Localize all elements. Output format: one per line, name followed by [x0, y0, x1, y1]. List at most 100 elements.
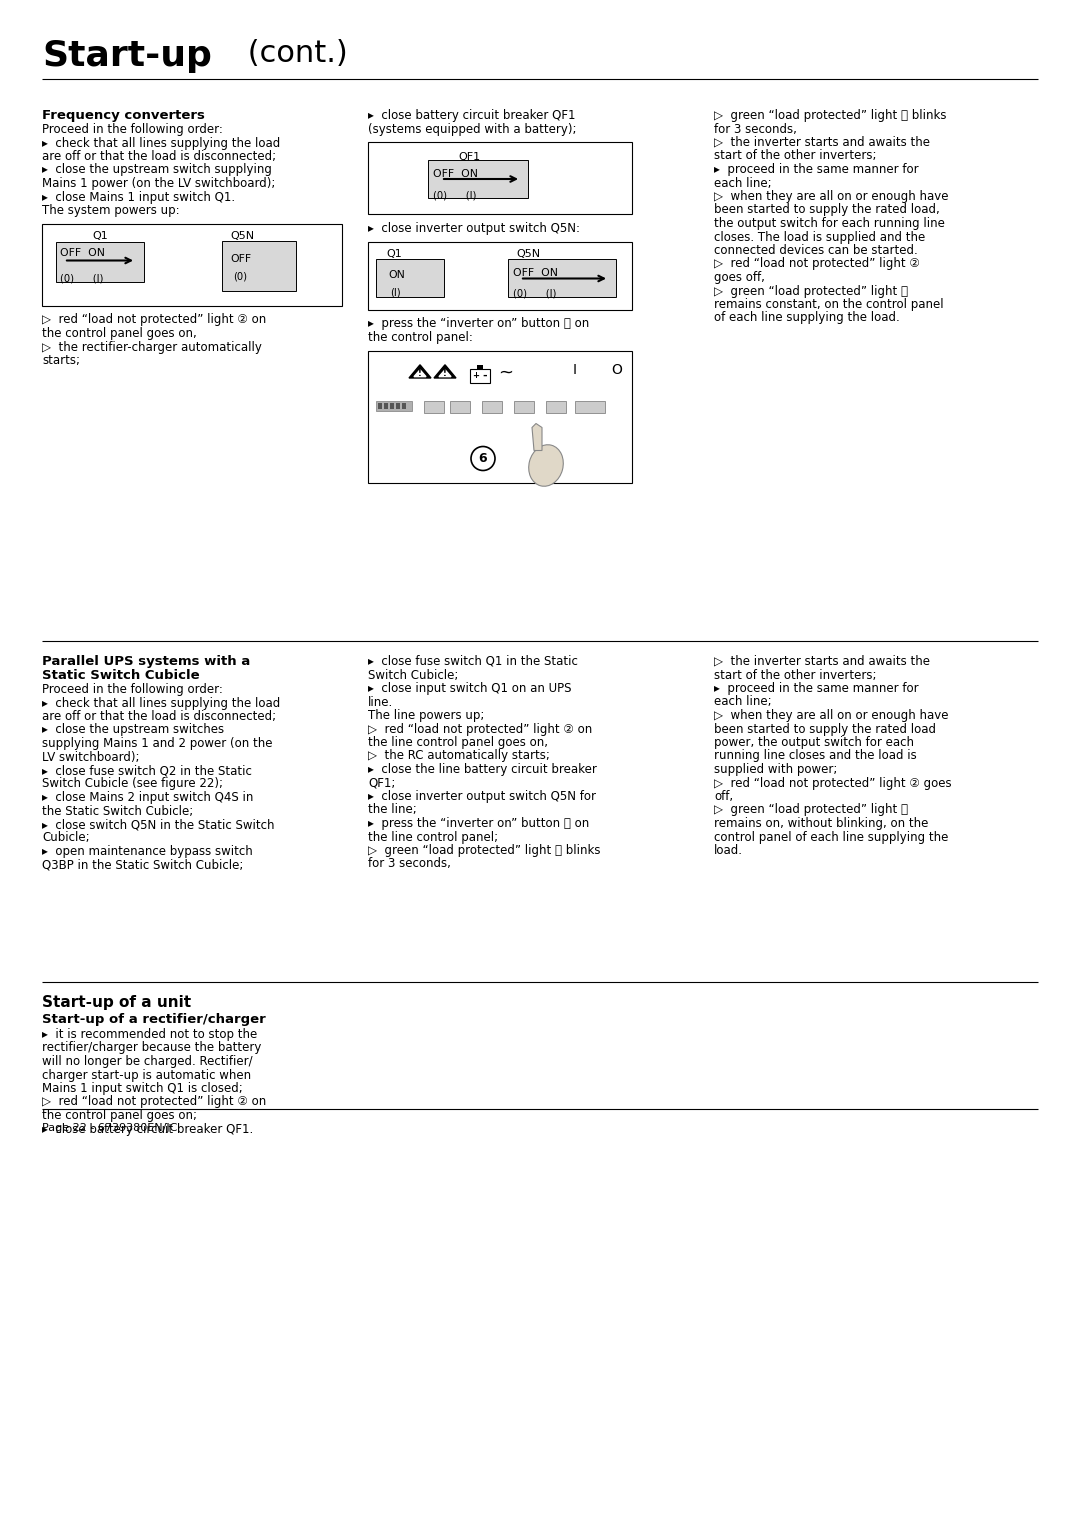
Text: been started to supply the rated load: been started to supply the rated load — [714, 722, 936, 736]
Text: power, the output switch for each: power, the output switch for each — [714, 736, 914, 750]
Text: ▷  the RC automatically starts;: ▷ the RC automatically starts; — [368, 750, 550, 762]
Text: QF1: QF1 — [458, 153, 481, 162]
Text: been started to supply the rated load,: been started to supply the rated load, — [714, 203, 940, 217]
Text: ▸  close input switch Q1 on an UPS: ▸ close input switch Q1 on an UPS — [368, 683, 571, 695]
Text: starts;: starts; — [42, 354, 80, 366]
Text: for 3 seconds,: for 3 seconds, — [714, 122, 797, 136]
Text: of each line supplying the load.: of each line supplying the load. — [714, 312, 900, 325]
Text: Q1: Q1 — [386, 249, 402, 260]
Text: the control panel goes on;: the control panel goes on; — [42, 1109, 197, 1122]
Bar — [390, 403, 394, 409]
Bar — [546, 400, 566, 412]
Text: ▸  close fuse switch Q2 in the Static: ▸ close fuse switch Q2 in the Static — [42, 764, 252, 777]
Text: The line powers up;: The line powers up; — [368, 709, 484, 722]
Text: for 3 seconds,: for 3 seconds, — [368, 858, 450, 870]
Bar — [508, 258, 616, 296]
Text: Proceed in the following order:: Proceed in the following order: — [42, 124, 222, 136]
Bar — [470, 368, 490, 382]
Text: OFF  ON: OFF ON — [513, 269, 558, 278]
Text: The system powers up:: The system powers up: — [42, 205, 179, 217]
Bar — [402, 403, 406, 409]
Text: ▷  when they are all on or enough have: ▷ when they are all on or enough have — [714, 189, 948, 203]
Text: (0)      (I): (0) (I) — [433, 189, 476, 200]
Polygon shape — [438, 370, 451, 377]
Text: Static Switch Cubicle: Static Switch Cubicle — [42, 669, 200, 683]
Text: each line;: each line; — [714, 695, 771, 709]
Text: Q5N: Q5N — [230, 231, 254, 240]
Text: ▸  close inverter output switch Q5N for: ▸ close inverter output switch Q5N for — [368, 789, 596, 803]
Text: (I): (I) — [390, 287, 401, 298]
Text: ▸  close Mains 2 input switch Q4S in: ▸ close Mains 2 input switch Q4S in — [42, 791, 254, 805]
Text: the output switch for each running line: the output switch for each running line — [714, 217, 945, 231]
Text: each line;: each line; — [714, 177, 771, 189]
Text: supplied with power;: supplied with power; — [714, 764, 837, 776]
Text: Parallel UPS systems with a: Parallel UPS systems with a — [42, 655, 251, 667]
Text: goes off,: goes off, — [714, 270, 765, 284]
Text: !: ! — [443, 370, 447, 379]
Text: Start-up of a unit: Start-up of a unit — [42, 996, 191, 1009]
Text: are off or that the load is disconnected;: are off or that the load is disconnected… — [42, 150, 276, 163]
Bar — [368, 142, 632, 214]
Bar — [396, 403, 400, 409]
Text: O: O — [611, 363, 622, 377]
Text: ▷  green “load protected” light ⓤ blinks: ▷ green “load protected” light ⓤ blinks — [714, 108, 946, 122]
Polygon shape — [434, 365, 456, 379]
Text: Start-up: Start-up — [42, 40, 212, 73]
Text: ▷  red “load not protected” light ② on: ▷ red “load not protected” light ② on — [42, 1095, 267, 1109]
Bar — [368, 351, 632, 483]
Text: connected devices can be started.: connected devices can be started. — [714, 244, 918, 257]
Text: ▷  red “load not protected” light ②: ▷ red “load not protected” light ② — [714, 258, 920, 270]
Bar — [514, 400, 534, 412]
Bar — [368, 241, 632, 310]
Text: (cont.): (cont.) — [238, 40, 348, 69]
Text: ▷  green “load protected” light ⓤ: ▷ green “load protected” light ⓤ — [714, 803, 908, 817]
Text: OFF  ON: OFF ON — [60, 249, 105, 258]
Ellipse shape — [529, 444, 564, 486]
Text: ▸  close switch Q5N in the Static Switch: ▸ close switch Q5N in the Static Switch — [42, 818, 274, 831]
Text: supplying Mains 1 and 2 power (on the: supplying Mains 1 and 2 power (on the — [42, 738, 272, 750]
Text: ▸  close the upstream switches: ▸ close the upstream switches — [42, 724, 225, 736]
Text: ▷  green “load protected” light ⓤ blinks: ▷ green “load protected” light ⓤ blinks — [368, 844, 600, 857]
Bar — [428, 160, 528, 199]
Text: ▸  close battery circuit breaker QF1.: ▸ close battery circuit breaker QF1. — [42, 1122, 253, 1136]
Text: ▸  proceed in the same manner for: ▸ proceed in the same manner for — [714, 163, 919, 176]
Text: rectifier/charger because the battery: rectifier/charger because the battery — [42, 1041, 261, 1055]
Bar — [477, 365, 483, 368]
Bar — [376, 258, 444, 296]
Bar — [424, 400, 444, 412]
Text: Q5N: Q5N — [516, 249, 540, 260]
Text: !: ! — [418, 370, 422, 379]
Text: -: - — [482, 371, 487, 380]
Bar — [575, 400, 605, 412]
Text: off,: off, — [714, 789, 733, 803]
Text: LV switchboard);: LV switchboard); — [42, 750, 139, 764]
Text: OFF  ON: OFF ON — [433, 169, 478, 179]
Text: remains constant, on the control panel: remains constant, on the control panel — [714, 298, 944, 312]
Bar — [482, 400, 502, 412]
Text: ▷  the inverter starts and awaits the: ▷ the inverter starts and awaits the — [714, 655, 930, 667]
Text: start of the other inverters;: start of the other inverters; — [714, 150, 877, 162]
Text: OFF: OFF — [230, 253, 252, 264]
Text: QF1;: QF1; — [368, 777, 395, 789]
Text: control panel of each line supplying the: control panel of each line supplying the — [714, 831, 948, 843]
Text: Page 22 - 6739380EN/JC: Page 22 - 6739380EN/JC — [42, 1122, 177, 1133]
Text: the control panel goes on,: the control panel goes on, — [42, 327, 197, 341]
Text: the Static Switch Cubicle;: the Static Switch Cubicle; — [42, 805, 193, 817]
Text: Switch Cubicle;: Switch Cubicle; — [368, 669, 458, 681]
Text: Cubicle;: Cubicle; — [42, 832, 90, 844]
Text: the control panel:: the control panel: — [368, 331, 473, 344]
Text: ▸  press the “inverter on” button ⓕ on: ▸ press the “inverter on” button ⓕ on — [368, 318, 590, 330]
Text: ▷  red “load not protected” light ② on: ▷ red “load not protected” light ② on — [42, 313, 267, 327]
Text: ▸  close battery circuit breaker QF1: ▸ close battery circuit breaker QF1 — [368, 108, 576, 122]
Text: Mains 1 input switch Q1 is closed;: Mains 1 input switch Q1 is closed; — [42, 1083, 243, 1095]
Text: the line;: the line; — [368, 803, 417, 817]
Text: ▸  close the upstream switch supplying: ▸ close the upstream switch supplying — [42, 163, 272, 177]
Text: ▷  the rectifier-charger automatically: ▷ the rectifier-charger automatically — [42, 341, 261, 353]
Text: ▸  it is recommended not to stop the: ▸ it is recommended not to stop the — [42, 1028, 257, 1041]
Text: are off or that the load is disconnected;: are off or that the load is disconnected… — [42, 710, 276, 722]
Text: Switch Cubicle (see figure 22);: Switch Cubicle (see figure 22); — [42, 777, 222, 791]
Text: ▷  when they are all on or enough have: ▷ when they are all on or enough have — [714, 709, 948, 722]
Text: line.: line. — [368, 695, 393, 709]
Text: I: I — [573, 363, 577, 377]
Text: closes. The load is supplied and the: closes. The load is supplied and the — [714, 231, 926, 243]
